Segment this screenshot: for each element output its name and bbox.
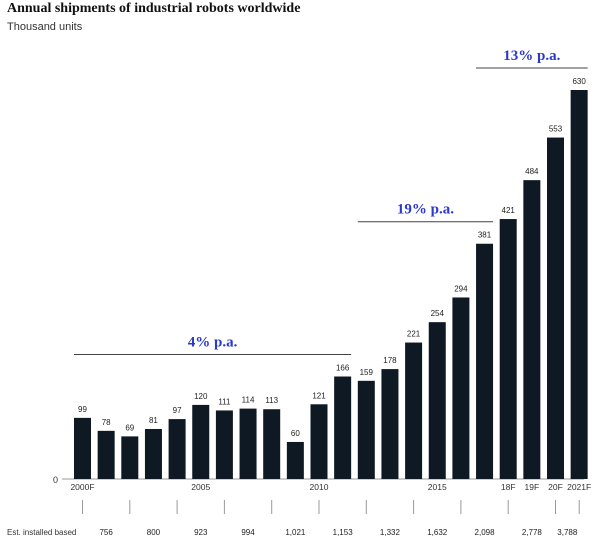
x-tick-label: 20F <box>548 482 563 492</box>
bar <box>452 297 470 479</box>
bar <box>334 376 352 479</box>
bar-value-label: 120 <box>194 392 208 401</box>
bar-value-label: 69 <box>125 423 134 432</box>
bar-value-label: 254 <box>431 309 445 318</box>
growth-annotation: 4% p.a. <box>188 335 238 351</box>
installed-base-value: 1,153 <box>333 528 354 537</box>
chart-title: Annual shipments of industrial robots wo… <box>7 1 301 16</box>
x-tick-label: 2005 <box>191 482 210 492</box>
y-zero-label: 0 <box>53 475 58 485</box>
growth-annotation: 19% p.a. <box>397 202 454 218</box>
bar <box>405 342 423 479</box>
bar <box>499 219 517 480</box>
bar-value-label: 421 <box>502 206 516 215</box>
chart-subtitle: Thousand units <box>7 21 83 33</box>
bar-value-label: 221 <box>407 330 421 339</box>
bar-value-label: 114 <box>242 396 255 405</box>
installed-base-value: 1,332 <box>380 528 401 537</box>
bar <box>215 410 233 479</box>
x-tick-label: 19F <box>525 482 540 492</box>
bar-value-label: 178 <box>383 356 397 365</box>
growth-annotation: 13% p.a. <box>503 48 560 64</box>
bar <box>121 436 139 479</box>
bar-value-label: 381 <box>478 231 492 240</box>
bar <box>239 408 257 479</box>
installed-base-value: 923 <box>194 528 208 537</box>
bar-value-label: 294 <box>454 284 468 293</box>
bar <box>476 243 494 479</box>
installed-base-value: 1,632 <box>427 528 448 537</box>
installed-base-value: 756 <box>99 528 113 537</box>
bar-value-label: 99 <box>78 405 87 414</box>
bar <box>570 90 588 479</box>
bar-value-label: 166 <box>336 364 350 373</box>
bar-value-label: 60 <box>291 429 300 438</box>
bar <box>547 137 564 480</box>
bar-value-label: 111 <box>218 397 231 406</box>
bar <box>74 417 91 479</box>
bar <box>97 430 115 479</box>
x-tick-label: 18F <box>501 482 516 492</box>
bar <box>523 180 541 479</box>
bar <box>263 409 281 479</box>
installed-base-value: 2,098 <box>475 528 496 537</box>
installed-base-value: 1,021 <box>285 528 306 537</box>
bar <box>192 404 210 479</box>
bar <box>286 441 304 479</box>
bar <box>310 404 328 479</box>
installed-base-value: 994 <box>241 528 255 537</box>
installed-base-value: 3,788 <box>557 528 578 537</box>
bar <box>144 428 162 479</box>
bar-value-label: 81 <box>149 416 158 425</box>
x-tick-label: 2000F <box>70 482 94 492</box>
bar-value-label: 484 <box>525 167 539 176</box>
bar <box>168 419 186 479</box>
bar-value-label: 553 <box>549 125 563 134</box>
bar-value-label: 113 <box>265 396 278 405</box>
installed-base-value: 2,778 <box>522 528 543 537</box>
bar-value-label: 630 <box>572 77 586 86</box>
x-tick-label: 2010 <box>310 482 329 492</box>
bar <box>381 369 399 479</box>
x-tick-label: 2021F <box>567 482 591 492</box>
bar-value-label: 159 <box>360 368 374 377</box>
bar <box>428 322 446 479</box>
x-tick-label: 2015 <box>428 482 447 492</box>
bar-value-label: 97 <box>173 406 182 415</box>
installed-base-value: 800 <box>147 528 161 537</box>
installed-base-label: Est. installed based <box>7 528 76 537</box>
bar-value-label: 78 <box>102 418 111 427</box>
bar <box>357 380 375 479</box>
bar-value-label: 121 <box>312 391 326 400</box>
